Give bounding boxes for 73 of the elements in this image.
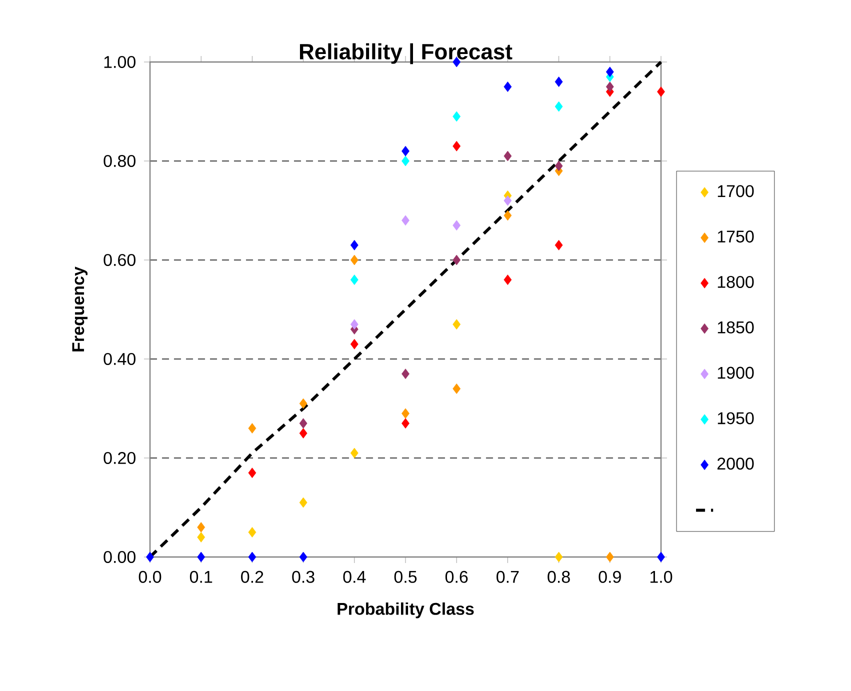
point xyxy=(402,418,410,429)
point xyxy=(248,527,256,538)
point xyxy=(350,319,358,330)
point xyxy=(657,552,665,562)
x-tick-label: 0.3 xyxy=(292,570,314,583)
point xyxy=(554,240,563,250)
x-axis-title: Probability Class xyxy=(338,602,474,618)
point xyxy=(248,468,256,478)
y-tick-label: 0.40 xyxy=(104,352,136,366)
y-tick-label: 0.00 xyxy=(104,550,136,564)
point xyxy=(452,220,461,231)
x-tick-label: 0.8 xyxy=(548,570,570,583)
x-tick-label: 1.0 xyxy=(650,570,672,583)
point xyxy=(554,552,563,562)
point xyxy=(504,274,512,285)
point xyxy=(402,146,410,156)
point xyxy=(146,552,154,562)
point xyxy=(452,140,461,152)
point xyxy=(299,418,308,429)
y-tick-label: 0.80 xyxy=(104,154,136,168)
point xyxy=(657,86,665,97)
point xyxy=(452,319,461,330)
point xyxy=(402,156,410,166)
legend-label: 1900 xyxy=(718,366,754,379)
x-tick-label: 0.0 xyxy=(138,570,162,583)
point xyxy=(554,160,563,172)
x-tick-label: 0.9 xyxy=(598,570,621,583)
point xyxy=(402,215,410,226)
point xyxy=(606,552,614,562)
point xyxy=(248,423,256,434)
x-tick-label: 0.4 xyxy=(343,570,366,583)
x-tick-label: 0.2 xyxy=(241,570,264,583)
point xyxy=(197,522,206,532)
point xyxy=(197,532,206,542)
point xyxy=(350,240,358,250)
point xyxy=(350,338,358,350)
legend-label: 2000 xyxy=(717,458,754,470)
point xyxy=(554,76,563,87)
point xyxy=(452,111,461,122)
point xyxy=(554,101,563,112)
legend-label: 1800 xyxy=(718,276,754,288)
point xyxy=(504,82,512,92)
y-tick-label: 0.60 xyxy=(104,254,136,266)
point xyxy=(452,384,461,394)
legend-label: 1850 xyxy=(718,321,754,334)
point xyxy=(606,66,614,78)
point xyxy=(402,368,410,380)
point xyxy=(504,195,512,206)
point xyxy=(504,210,512,221)
legend-label: 1750 xyxy=(718,230,754,243)
y-tick-label: 1.00 xyxy=(104,56,136,68)
chart-title: Reliability | Forecast xyxy=(300,43,512,64)
legend-label: 1950 xyxy=(718,412,754,424)
point xyxy=(350,448,358,458)
point xyxy=(350,274,358,285)
point xyxy=(402,408,410,419)
legend-label: 1700 xyxy=(718,185,754,198)
point xyxy=(299,428,308,438)
point xyxy=(452,254,461,266)
point xyxy=(248,552,256,562)
point xyxy=(299,552,308,562)
point xyxy=(197,552,206,562)
x-tick-label: 0.7 xyxy=(496,570,519,583)
point xyxy=(504,150,512,162)
point xyxy=(299,398,308,409)
y-axis-title: Frequency xyxy=(72,266,88,352)
point xyxy=(299,497,308,508)
point xyxy=(350,254,358,266)
x-tick-label: 0.1 xyxy=(190,570,212,583)
y-tick-label: 0.20 xyxy=(104,452,136,464)
x-tick-label: 0.6 xyxy=(445,570,468,583)
x-tick-label: 0.5 xyxy=(394,570,417,583)
point xyxy=(606,82,614,92)
